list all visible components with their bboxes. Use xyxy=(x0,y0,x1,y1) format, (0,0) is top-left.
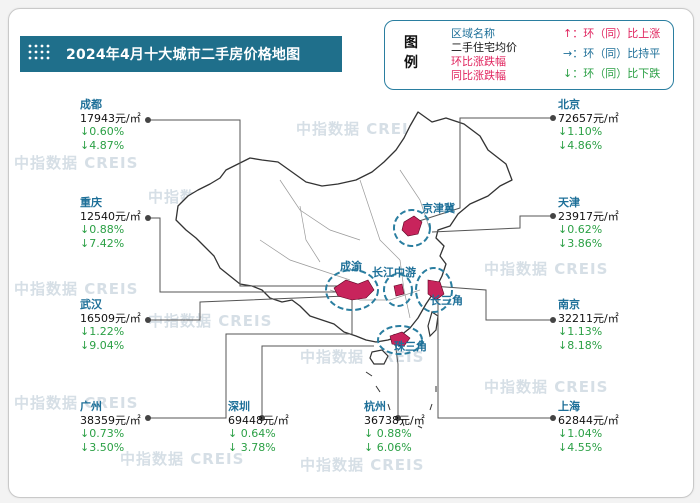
region-changjiang-circle xyxy=(383,273,413,307)
city-mom: ↓1.10% xyxy=(558,125,603,138)
dots-grid-icon xyxy=(20,36,60,72)
city-yoy: ↓8.18% xyxy=(558,338,603,352)
region-jingjinji-circle xyxy=(393,209,431,247)
hotspots xyxy=(333,215,445,347)
city-mom: ↓0.73% xyxy=(80,427,125,440)
region-chengyu-circle xyxy=(325,269,379,311)
legend-meaning: ↑：环（同）比上涨 →：环（同）比持平 ↓：环（同）比下跌 xyxy=(563,27,660,81)
city-beijing: 北京 72657元/㎡ ↓1.10% ↓4.86% xyxy=(558,98,619,152)
city-name: 成都 xyxy=(80,98,102,111)
city-hangzhou: 杭州 36738元/㎡ ↓ 0.88% ↓ 6.06% xyxy=(364,400,425,454)
watermark: 中指数据 CREIS xyxy=(148,312,273,330)
city-price: 72657元/㎡ xyxy=(558,111,619,125)
city-shanghai: 上海 62844元/㎡ ↓1.04% ↓4.55% xyxy=(558,400,619,454)
hotspot-changsanjiao xyxy=(427,279,445,301)
city-price: 62844元/㎡ xyxy=(558,413,619,427)
region-label-changjiang: 长江中游 xyxy=(372,266,416,279)
city-yoy: ↓4.55% xyxy=(558,440,603,454)
city-yoy: ↓4.86% xyxy=(558,138,603,152)
legend-item-yoy: 同比涨跌幅 xyxy=(451,69,506,82)
watermark: 中指数据 CREIS xyxy=(484,378,609,396)
city-price: 32211元/㎡ xyxy=(558,311,619,325)
legend-item-price: 二手住宅均价 xyxy=(451,41,517,54)
city-wuhan: 武汉 16509元/㎡ ↓1.22% ↓9.04% xyxy=(80,298,141,352)
legend-flat: →：环（同）比持平 xyxy=(563,47,661,60)
leader-lines xyxy=(148,117,553,419)
city-mom: ↓0.60% xyxy=(80,125,125,138)
city-mom: ↓1.13% xyxy=(558,325,603,338)
city-guangzhou: 广州 38359元/㎡ ↓0.73% ↓3.50% xyxy=(80,400,141,454)
legend-items: 区域名称 二手住宅均价 环比涨跌幅 同比涨跌幅 xyxy=(451,27,517,83)
city-name: 重庆 xyxy=(80,196,102,209)
city-price: 69448元/㎡ xyxy=(228,413,289,427)
city-nanjing: 南京 32211元/㎡ ↓1.13% ↓8.18% xyxy=(558,298,619,352)
region-label-changsanjiao: 长三角 xyxy=(430,294,463,307)
watermark: 中指数据 CREIS xyxy=(14,394,139,412)
watermark: 中指数据 CREIS xyxy=(14,280,139,298)
legend-item-region: 区域名称 xyxy=(451,27,495,40)
city-yoy: ↓9.04% xyxy=(80,338,125,352)
city-name: 深圳 xyxy=(228,400,250,413)
region-label-zhusanjiao: 珠三角 xyxy=(394,340,427,353)
city-yoy: ↓ 6.06% xyxy=(364,440,412,454)
city-mom: ↓ 0.64% xyxy=(228,427,276,440)
city-price: 38359元/㎡ xyxy=(80,413,141,427)
city-price: 36738元/㎡ xyxy=(364,413,425,427)
legend-box: 图例 区域名称 二手住宅均价 环比涨跌幅 同比涨跌幅 ↑：环（同）比上涨 →：环… xyxy=(384,20,674,90)
hotspot-chengyu xyxy=(333,279,375,301)
region-circles xyxy=(325,209,453,355)
watermark: 中指数据 CREIS xyxy=(120,450,245,468)
region-label-chengyu: 成渝 xyxy=(340,260,362,273)
city-price: 12540元/㎡ xyxy=(80,209,141,223)
region-changsanjiao-circle xyxy=(415,267,453,313)
page-title: 2024年4月十大城市二手房价格地图 xyxy=(66,47,301,63)
city-mom: ↓1.04% xyxy=(558,427,603,440)
hotspot-changjiang xyxy=(393,283,405,297)
taiwan-island xyxy=(427,311,439,338)
city-name: 南京 xyxy=(558,298,580,311)
city-shenzhen: 深圳 69448元/㎡ ↓ 0.64% ↓ 3.78% xyxy=(228,400,289,454)
city-name: 北京 xyxy=(558,98,580,111)
city-tianjin: 天津 23917元/㎡ ↓0.62% ↓3.86% xyxy=(558,196,619,250)
city-chongqing: 重庆 12540元/㎡ ↓0.88% ↓7.42% xyxy=(80,196,141,250)
city-yoy: ↓ 3.78% xyxy=(228,440,276,454)
hainan-island xyxy=(369,349,389,365)
region-zhusanjiao-circle xyxy=(377,325,423,355)
city-mom: ↓0.88% xyxy=(80,223,125,236)
city-name: 武汉 xyxy=(80,298,102,311)
watermark: 中指数据 CREIS xyxy=(484,260,609,278)
watermark: 中指数据 CREIS xyxy=(14,154,139,172)
city-mom: ↓1.22% xyxy=(80,325,125,338)
south-sea-boundary xyxy=(365,366,439,429)
city-dots xyxy=(145,115,556,421)
legend-down: ↓：环（同）比下跌 xyxy=(563,67,661,80)
legend-heading: 图例 xyxy=(404,35,418,71)
title-banner: 2024年4月十大城市二手房价格地图 xyxy=(20,36,342,72)
city-price: 23917元/㎡ xyxy=(558,209,619,223)
city-price: 16509元/㎡ xyxy=(80,311,141,325)
city-yoy: ↓3.86% xyxy=(558,236,603,250)
hotspot-zhusanjiao xyxy=(389,331,411,347)
city-yoy: ↓3.50% xyxy=(80,440,125,454)
city-chengdu: 成都 17943元/㎡ ↓0.60% ↓4.87% xyxy=(80,98,141,152)
region-label-jingjinji: 京津冀 xyxy=(422,202,455,215)
legend-up: ↑：环（同）比上涨 xyxy=(563,27,661,40)
city-name: 广州 xyxy=(80,400,102,413)
city-name: 上海 xyxy=(558,400,580,413)
city-name: 杭州 xyxy=(364,400,386,413)
watermark: 中指数据 CREIS xyxy=(300,456,425,474)
city-mom: ↓ 0.88% xyxy=(364,427,412,440)
city-mom: ↓0.62% xyxy=(558,223,603,236)
city-yoy: ↓4.87% xyxy=(80,138,125,152)
city-name: 天津 xyxy=(558,196,580,209)
city-price: 17943元/㎡ xyxy=(80,111,141,125)
hotspot-jingjinji xyxy=(401,215,423,237)
city-yoy: ↓7.42% xyxy=(80,236,125,250)
watermark: 中指数据 CREIS xyxy=(296,120,421,138)
legend-item-mom: 环比涨跌幅 xyxy=(451,55,506,68)
